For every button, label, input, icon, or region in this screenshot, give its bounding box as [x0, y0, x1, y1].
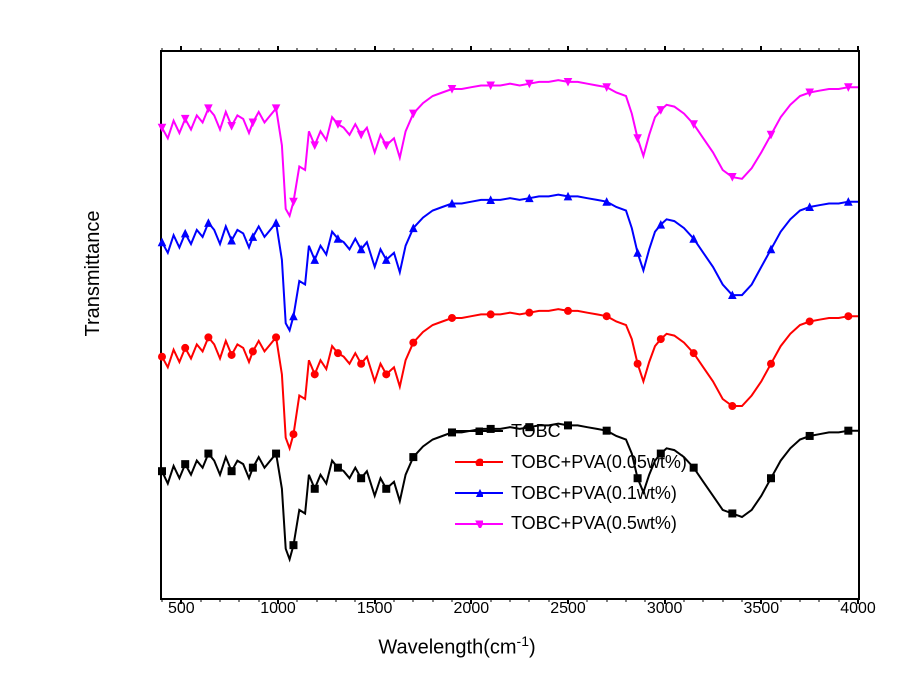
x-tick-mark-top — [470, 46, 472, 52]
legend-line — [455, 461, 503, 463]
x-minor-tick-top — [220, 48, 221, 52]
x-minor-tick — [722, 598, 723, 602]
x-minor-tick — [606, 598, 607, 602]
x-minor-tick — [626, 598, 627, 602]
legend-label: TOBC+PVA(0.05wt%) — [511, 448, 687, 477]
x-minor-tick — [838, 598, 839, 602]
x-tick-label: 1500 — [357, 600, 393, 618]
x-minor-tick — [200, 598, 201, 602]
x-minor-tick-top — [722, 48, 723, 52]
x-minor-tick-top — [626, 48, 627, 52]
x-minor-tick-top — [355, 48, 356, 52]
x-minor-tick-top — [239, 48, 240, 52]
x-minor-tick-top — [394, 48, 395, 52]
x-tick-label: 1000 — [260, 600, 296, 618]
chart-container: Transmittance Wavelength(cm-1) TOBCTOBC+… — [0, 0, 914, 700]
x-minor-tick-top — [297, 48, 298, 52]
legend-row: TOBC+PVA(0.05wt%) — [455, 448, 687, 477]
x-minor-tick — [645, 598, 646, 602]
x-minor-tick — [529, 598, 530, 602]
x-minor-tick — [684, 598, 685, 602]
x-minor-tick-top — [838, 48, 839, 52]
x-minor-tick — [316, 598, 317, 602]
series-line — [162, 195, 858, 331]
x-minor-tick — [394, 598, 395, 602]
x-minor-tick — [452, 598, 453, 602]
x-minor-tick — [703, 598, 704, 602]
x-minor-tick — [258, 598, 259, 602]
x-minor-tick — [413, 598, 414, 602]
x-minor-tick — [355, 598, 356, 602]
x-tick-mark-top — [760, 46, 762, 52]
legend-marker-icon — [475, 520, 483, 528]
x-minor-tick — [297, 598, 298, 602]
x-minor-tick — [432, 598, 433, 602]
legend-label: TOBC+PVA(0.1wt%) — [511, 479, 677, 508]
x-tick-label: 2500 — [550, 600, 586, 618]
x-tick-mark-top — [857, 46, 859, 52]
x-minor-tick-top — [413, 48, 414, 52]
x-minor-tick — [510, 598, 511, 602]
plot-area: TOBCTOBC+PVA(0.05wt%)TOBC+PVA(0.1wt%)TOB… — [160, 50, 860, 600]
x-minor-tick-top — [452, 48, 453, 52]
x-minor-tick-top — [548, 48, 549, 52]
x-minor-tick-top — [316, 48, 317, 52]
x-minor-tick — [800, 598, 801, 602]
x-minor-tick — [819, 598, 820, 602]
x-minor-tick-top — [606, 48, 607, 52]
x-minor-tick-top — [780, 48, 781, 52]
x-minor-tick — [780, 598, 781, 602]
x-minor-tick-top — [200, 48, 201, 52]
legend-line — [455, 492, 503, 494]
x-tick-mark-top — [277, 46, 279, 52]
x-tick-mark-top — [180, 46, 182, 52]
legend: TOBCTOBC+PVA(0.05wt%)TOBC+PVA(0.1wt%)TOB… — [455, 417, 687, 540]
x-minor-tick — [162, 598, 163, 602]
y-axis-label: Transmittance — [82, 211, 105, 337]
x-minor-tick-top — [258, 48, 259, 52]
x-minor-tick — [239, 598, 240, 602]
x-minor-tick — [220, 598, 221, 602]
x-tick-label: 3000 — [647, 600, 683, 618]
legend-row: TOBC — [455, 417, 687, 446]
legend-line — [455, 523, 503, 525]
x-minor-tick-top — [490, 48, 491, 52]
x-tick-mark-top — [374, 46, 376, 52]
legend-marker-icon — [475, 489, 483, 497]
x-tick-label: 4000 — [840, 600, 876, 618]
x-tick-label: 3500 — [744, 600, 780, 618]
legend-marker-icon — [475, 427, 483, 435]
x-minor-tick-top — [742, 48, 743, 52]
x-minor-tick-top — [162, 48, 163, 52]
x-tick-label: 2000 — [454, 600, 490, 618]
x-minor-tick-top — [800, 48, 801, 52]
legend-row: TOBC+PVA(0.1wt%) — [455, 479, 687, 508]
x-axis-label: Wavelength(cm-1) — [378, 633, 535, 660]
legend-label: TOBC+PVA(0.5wt%) — [511, 509, 677, 538]
x-minor-tick-top — [587, 48, 588, 52]
legend-row: TOBC+PVA(0.5wt%) — [455, 509, 687, 538]
x-minor-tick — [587, 598, 588, 602]
x-minor-tick-top — [703, 48, 704, 52]
x-minor-tick-top — [336, 48, 337, 52]
x-minor-tick-top — [684, 48, 685, 52]
x-tick-mark-top — [567, 46, 569, 52]
legend-line — [455, 430, 503, 432]
x-minor-tick-top — [432, 48, 433, 52]
x-tick-label: 500 — [168, 600, 195, 618]
x-tick-mark-top — [664, 46, 666, 52]
x-minor-tick — [548, 598, 549, 602]
x-minor-tick-top — [819, 48, 820, 52]
legend-label: TOBC — [511, 417, 561, 446]
x-minor-tick-top — [529, 48, 530, 52]
x-minor-tick — [336, 598, 337, 602]
x-minor-tick-top — [510, 48, 511, 52]
x-minor-tick-top — [645, 48, 646, 52]
x-minor-tick — [490, 598, 491, 602]
x-minor-tick — [742, 598, 743, 602]
legend-marker-icon — [475, 458, 483, 466]
series-line — [162, 80, 858, 216]
